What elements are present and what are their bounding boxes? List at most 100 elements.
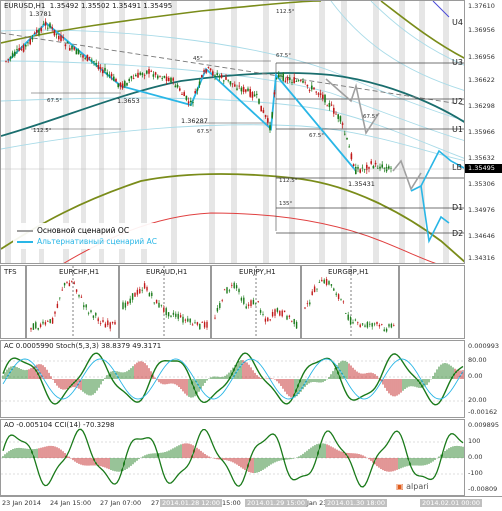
candle-body: [36, 29, 38, 33]
percent-label: 135°: [279, 201, 292, 207]
tfs-candle-body: [83, 305, 85, 308]
tfs-candle-body: [124, 302, 127, 308]
time-label-highlight: 2014.01.29 15:00: [245, 499, 308, 507]
tfs-midlines: [72, 266, 352, 338]
ac-histogram: [2, 360, 464, 398]
time-axis[interactable]: 23 Jan 2014 24 Jan 15:00 27 Jan 07:00 27…: [0, 496, 502, 511]
tfs-candle-body: [238, 289, 240, 293]
candle-body: [372, 165, 375, 169]
stoch-signal-line: [2, 358, 464, 400]
tfs-candle-body: [107, 320, 109, 326]
candle-body: [60, 35, 62, 41]
tfs-candle-body: [378, 325, 381, 327]
candle-body: [104, 67, 106, 71]
tfs-candle-body: [165, 308, 167, 316]
tfs-candle-body: [39, 324, 42, 327]
candle-body: [97, 64, 100, 69]
legend-main-scenario: Основной сценарий ОС: [17, 225, 157, 236]
tfs-candle-body: [309, 302, 311, 305]
time-label: 27: [151, 499, 160, 507]
tfs-pair-label: EURCHF,H1: [59, 268, 100, 276]
ohlc-values: 1.35492 1.35502 1.35491 1.35495: [49, 2, 173, 10]
tfs-candle-body: [102, 320, 104, 323]
olive-lower-ma: [1, 173, 464, 263]
candle-body: [306, 84, 309, 87]
candle-body: [348, 146, 350, 148]
percent-label: 112.5°: [276, 9, 295, 15]
tfs-candle-body: [259, 310, 262, 313]
time-label: 23 Jan 2014: [2, 499, 41, 507]
tfs-candle-body: [235, 285, 238, 289]
tfs-candle-body: [85, 304, 87, 308]
ao-tick: 0.009895: [468, 421, 500, 429]
tfs-chart[interactable]: [1, 266, 465, 339]
main-price-scale[interactable]: 1.37610 1.36956 1.36956 1.36622 1.36298 …: [465, 0, 502, 264]
ao-cci-chart[interactable]: [1, 420, 465, 496]
tfs-candle-body: [201, 322, 203, 323]
ac-stoch-chart[interactable]: [1, 341, 465, 418]
candle-body: [212, 71, 214, 76]
tfs-candle-body: [306, 303, 309, 305]
candle-body: [341, 123, 344, 125]
candle-body: [181, 93, 183, 95]
candle-body: [22, 45, 25, 52]
tfs-pair-label: EURJPY,H1: [239, 268, 276, 276]
candle-body: [377, 168, 379, 169]
tfs-candle-body: [226, 287, 228, 294]
candle-body: [242, 86, 245, 92]
tfs-candle-body: [167, 312, 170, 317]
main-scenario-path-2: [392, 159, 422, 191]
time-label-highlight: 2014.01.30 18:00: [325, 499, 388, 507]
candle-body: [14, 51, 16, 56]
candle-body: [150, 70, 152, 72]
candle-body: [192, 102, 194, 104]
candle-body: [143, 74, 146, 76]
price-tick: 1.36956: [468, 53, 495, 61]
candle-body: [374, 162, 377, 165]
tfs-candle-body: [32, 323, 35, 330]
candle-body: [370, 161, 372, 164]
tfs-candle-body: [216, 308, 219, 312]
candle-body: [328, 102, 331, 108]
tfs-candle-body: [206, 321, 208, 328]
candle-body: [20, 48, 23, 50]
tfs-candle-body: [354, 319, 357, 321]
candle-body: [352, 164, 355, 166]
tfs-pair-label: EURGBP,H1: [328, 268, 369, 276]
candle-body: [69, 48, 71, 51]
ac-stoch-pane[interactable]: AC 0.0005990 Stoch(5,3,3) 38.8379 49.317…: [0, 340, 465, 418]
candle-body: [198, 81, 201, 86]
wave-zigzag: [7, 21, 357, 172]
main-chart-pane[interactable]: U4 U3 U2 U1 LB D1 D2 112.5° 45° 67.5° 67…: [0, 0, 465, 264]
candle-body: [203, 70, 205, 72]
olive-upper-ma: [1, 1, 322, 44]
candle-body: [216, 73, 218, 75]
tfs-candle-body: [325, 279, 328, 285]
candle-body: [240, 87, 243, 92]
candle-body: [110, 73, 113, 77]
tfs-candle-body: [90, 310, 92, 313]
price-chart[interactable]: U4 U3 U2 U1 LB D1 D2 112.5° 45° 67.5° 67…: [1, 1, 465, 264]
tfs-candle-body: [127, 301, 129, 305]
tfs-pane[interactable]: TFS EURCHF,H1 EURAUD,H1 EURJPY,H1 EURGBP…: [0, 265, 465, 339]
candle-body: [245, 89, 247, 92]
candle-body: [319, 93, 322, 95]
tfs-candle-body: [37, 328, 39, 330]
ao-scale: 0.009895 100 0.00 -100 -0.00809: [465, 419, 502, 496]
tfs-candle-body: [114, 321, 116, 325]
tfs-candle-body: [214, 317, 216, 319]
candle-body: [130, 75, 133, 79]
candle-body: [271, 112, 273, 118]
candle-body: [179, 88, 181, 91]
ao-cci-pane[interactable]: AO -0.005104 CCI(14) -70.3298 ▣ alpari: [0, 419, 465, 496]
candle-body: [128, 79, 130, 81]
tfs-candle-body: [316, 288, 318, 290]
candle-body: [40, 28, 42, 32]
tfs-candle-body: [73, 282, 75, 284]
candle-body: [260, 105, 262, 112]
tfs-candle-body: [148, 292, 151, 297]
candle-body: [357, 167, 359, 170]
tfs-candle-body: [139, 288, 141, 294]
percent-label: 67.5°: [47, 98, 62, 104]
price-tick: 1.35966: [468, 128, 495, 136]
